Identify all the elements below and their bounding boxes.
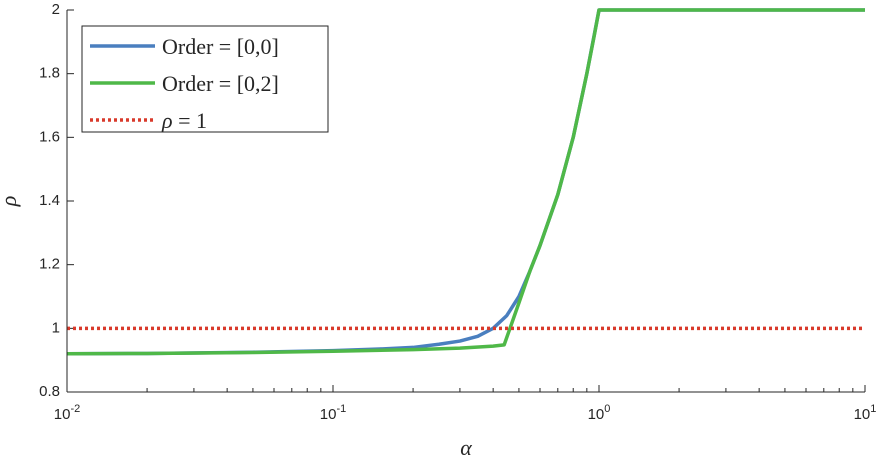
legend: Order = [0,0] Order = [0,2] ρ = 1 <box>81 25 329 133</box>
y-tick-label: 1.2 <box>39 256 60 273</box>
legend-label-order00: Order = [0,0] <box>162 34 279 59</box>
y-axis-label: ρ <box>0 196 21 208</box>
x-tick-label: 10-1 <box>320 403 346 423</box>
x-tick-label: 100 <box>588 403 611 423</box>
series-line-order-0-2 <box>66 8 865 356</box>
legend-box <box>81 25 329 133</box>
x-axis-label: α <box>460 435 472 460</box>
y-tick-label: 1.4 <box>39 192 60 209</box>
x-tick-labels: 10-2 10-1 100 101 <box>54 403 877 423</box>
y-tick-label: 0.8 <box>39 383 60 400</box>
x-tick-label: 10-2 <box>54 403 80 423</box>
series-layer <box>66 8 865 356</box>
y-tick-label: 1.8 <box>39 65 60 82</box>
y-tick-labels: 0.8 1 1.2 1.4 1.6 1.8 2 <box>39 1 60 400</box>
y-tick-label: 1 <box>52 319 60 336</box>
x-tick-label: 101 <box>854 403 877 423</box>
y-tick-label: 1.6 <box>39 128 60 145</box>
legend-label-order02: Order = [0,2] <box>162 71 279 96</box>
tick-marks <box>66 9 866 393</box>
legend-label-rho: ρ = 1 <box>161 108 207 133</box>
y-tick-label: 2 <box>52 1 60 18</box>
